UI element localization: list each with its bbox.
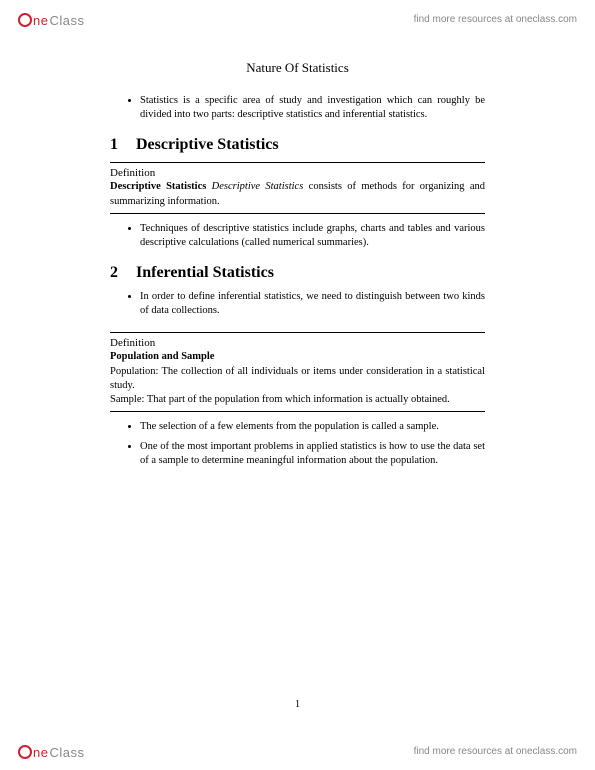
brand-logo: ne Class [18, 743, 84, 760]
list-item: One of the most important problems in ap… [140, 440, 485, 468]
definition-line: Sample: That part of the population from… [110, 393, 485, 407]
list-item: Statistics is a specific area of study a… [140, 94, 485, 122]
resources-link-top[interactable]: find more resources at oneclass.com [414, 14, 577, 25]
section-number: 2 [110, 264, 136, 282]
watermark-bottom: ne Class find more resources at oneclass… [0, 740, 595, 762]
bullet-text-pre: One of the most important problems in ap… [140, 441, 485, 466]
section-2-bullets-bottom: The selection of a few elements from the… [110, 420, 485, 469]
bullet-text-pre: The selection of a few elements from the… [140, 421, 407, 432]
logo-text-class: Class [49, 745, 84, 760]
hrule [110, 332, 485, 333]
section-title: Inferential Statistics [136, 264, 274, 282]
bullet-text-post: . [436, 421, 439, 432]
list-item: In order to define inferential statistic… [140, 290, 485, 318]
definition-body: Population and Sample Population: The co… [110, 350, 485, 407]
hrule [110, 411, 485, 412]
definition-body: Descriptive Statistics Descriptive Stati… [110, 180, 485, 208]
intro-bullet-list: Statistics is a specific area of study a… [110, 94, 485, 122]
definition-term-bold: Population and Sample [110, 350, 485, 364]
logo-text-ne: ne [33, 745, 48, 760]
document-page: Nature Of Statistics Statistics is a spe… [110, 60, 485, 710]
list-item: Techniques of descriptive statistics inc… [140, 222, 485, 250]
hrule [110, 162, 485, 163]
logo-circle-icon [18, 13, 32, 27]
section-number: 1 [110, 136, 136, 154]
bullet-text-em: sample [407, 421, 437, 432]
definition-term-italic: Descriptive Statistics [212, 181, 304, 192]
definition-term-bold: Descriptive Statistics [110, 181, 206, 192]
definition-line: Population: The collection of all indivi… [110, 365, 485, 393]
watermark-top: ne Class find more resources at oneclass… [0, 8, 595, 30]
definition-label: Definition [110, 167, 485, 179]
section-1-heading: 1 Descriptive Statistics [110, 136, 485, 154]
resources-link-bottom[interactable]: find more resources at oneclass.com [414, 746, 577, 757]
list-item: The selection of a few elements from the… [140, 420, 485, 434]
section-2-bullets-top: In order to define inferential statistic… [110, 290, 485, 318]
logo-text-class: Class [49, 13, 84, 28]
hrule [110, 213, 485, 214]
document-title: Nature Of Statistics [110, 60, 485, 76]
logo-text-ne: ne [33, 13, 48, 28]
definition-label: Definition [110, 337, 485, 349]
page-number: 1 [110, 699, 485, 710]
logo-circle-icon [18, 745, 32, 759]
brand-logo: ne Class [18, 11, 84, 28]
section-1-bullets: Techniques of descriptive statistics inc… [110, 222, 485, 250]
section-2-heading: 2 Inferential Statistics [110, 264, 485, 282]
section-title: Descriptive Statistics [136, 136, 279, 154]
